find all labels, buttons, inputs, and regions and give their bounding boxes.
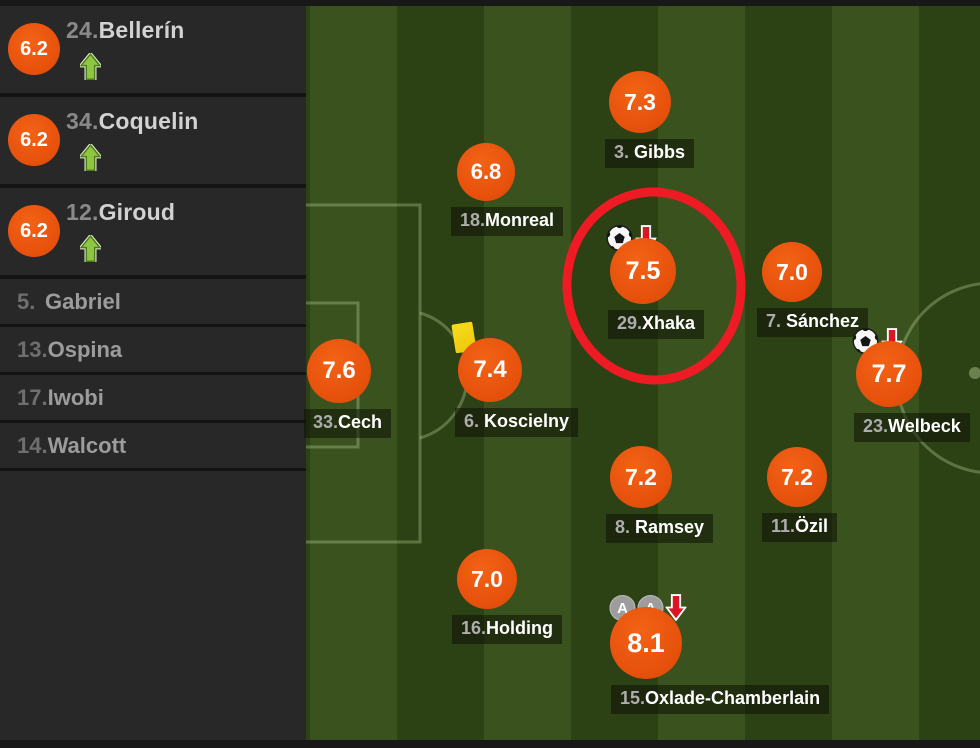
name-text: Ramsey [635,517,705,537]
shirt-number: 15. [620,688,646,708]
rating-up-arrow-icon [77,51,104,82]
name-text: Gabriel [45,289,121,314]
player-name-label: 6. Koscielny [455,408,579,437]
rating-value: 7.2 [781,463,813,490]
name-text: Ospina [47,337,123,362]
rating-value: 7.5 [625,256,661,285]
shirt-number: 5. [17,289,36,314]
player-name: 34.Coquelin [66,108,199,135]
sidebar-substitute-row[interactable]: 6.2 34.Coquelin [0,97,306,188]
shirt-number: 3. [614,142,635,162]
name-text: Iwobi [47,385,104,410]
player-name-label: 8. Ramsey [606,514,714,543]
rating-badge: 6.2 [8,23,60,75]
player-name-label: 7. Sánchez [757,308,869,337]
name-text: Giroud [98,199,176,225]
rating-value: 7.7 [871,359,907,388]
shirt-number: 17. [17,385,48,410]
shirt-number: 7. [766,311,787,331]
name-text: Welbeck [888,416,961,436]
player-rating-circle[interactable]: 7.5 [610,238,676,304]
player-rating-circle[interactable]: 7.2 [767,447,827,507]
player-name-label: 29.Xhaka [608,310,705,339]
player-rating-circle[interactable]: 7.4 [458,338,522,402]
name-text: Sánchez [786,311,860,331]
sidebar-substitute-row[interactable]: 6.2 24.Bellerín [0,6,306,97]
player-name-label: 16.Holding [452,615,563,644]
pitch: 7.3 3. Gibbs 6.8 18.Monreal [304,6,980,740]
shirt-number: 34. [66,108,99,134]
name-text: Gibbs [634,142,686,162]
substitutes-sidebar: 6.2 24.Bellerín 6.2 34.Coquelin 6.2 [0,6,306,740]
shirt-number: 14. [17,433,48,458]
player-rating-circle[interactable]: 7.3 [609,71,671,133]
rating-value: 6.2 [20,128,48,151]
player-name-label: 15.Oxlade-Chamberlain [611,685,830,714]
player-rating-circle[interactable]: 7.6 [307,339,371,403]
top-divider-bar [0,0,980,6]
player-name: 12.Giroud [66,199,175,226]
rating-value: 6.2 [20,219,48,242]
sidebar-substitute-row[interactable]: 5. Gabriel [0,279,306,327]
shirt-number: 13. [17,337,48,362]
name-text: Oxlade-Chamberlain [645,688,821,708]
player-name-label: 23.Welbeck [854,413,970,442]
rating-value: 7.0 [471,565,503,592]
name-text: Coquelin [98,108,199,134]
player-rating-circle[interactable]: 7.2 [610,446,672,508]
player-rating-circle[interactable]: 7.7 [856,341,922,407]
sidebar-substitute-row[interactable]: 13.Ospina [0,327,306,375]
rating-value: 8.1 [627,627,665,658]
rating-value: 7.3 [624,88,656,115]
rating-up-arrow-icon [77,233,104,264]
shirt-number: 8. [615,517,636,537]
sidebar-substitute-row[interactable]: 14.Walcott [0,423,306,471]
shirt-number: 6. [464,411,485,431]
shirt-number: 23. [863,416,889,436]
player-name-label: 18.Monreal [451,207,564,236]
player-name-label: 33.Cech [304,409,392,438]
shirt-number: 11. [771,516,796,536]
player-rating-circle[interactable]: 6.8 [457,143,515,201]
rating-drop-arrow-icon [665,594,687,621]
rating-value: 7.2 [625,463,657,490]
shirt-number: 24. [66,17,99,43]
name-text: Walcott [47,433,127,458]
sidebar-substitute-row[interactable]: 17.Iwobi [0,375,306,423]
player-name-label: 11.Özil [762,513,838,542]
name-text: Holding [486,618,554,638]
rating-value: 6.8 [470,159,502,184]
rating-value: 7.0 [776,258,808,285]
rating-badge: 6.2 [8,205,60,257]
center-spot [969,367,980,379]
rating-badge: 6.2 [8,114,60,166]
player-rating-circle[interactable]: 8.1 [610,607,682,679]
name-text: Xhaka [642,313,696,333]
rating-value: 7.6 [322,357,356,384]
name-text: Cech [338,412,383,432]
shirt-number: 33. [313,412,339,432]
name-text: Koscielny [484,411,570,431]
bottom-divider-bar [0,740,980,748]
name-text: Monreal [485,210,555,230]
player-rating-circle[interactable]: 7.0 [457,549,517,609]
name-text: Özil [795,516,829,536]
sidebar-substitute-row[interactable]: 6.2 12.Giroud [0,188,306,279]
shirt-number: 12. [66,199,99,225]
rating-value: 7.4 [473,356,507,383]
rating-value: 6.2 [20,37,48,60]
shirt-number: 18. [460,210,486,230]
shirt-number: 29. [617,313,643,333]
player-rating-circle[interactable]: 7.0 [762,242,822,302]
name-text: Bellerín [98,17,185,43]
shirt-number: 16. [461,618,487,638]
player-name-label: 3. Gibbs [605,139,695,168]
rating-up-arrow-icon [77,142,104,173]
player-name: 24.Bellerín [66,17,185,44]
